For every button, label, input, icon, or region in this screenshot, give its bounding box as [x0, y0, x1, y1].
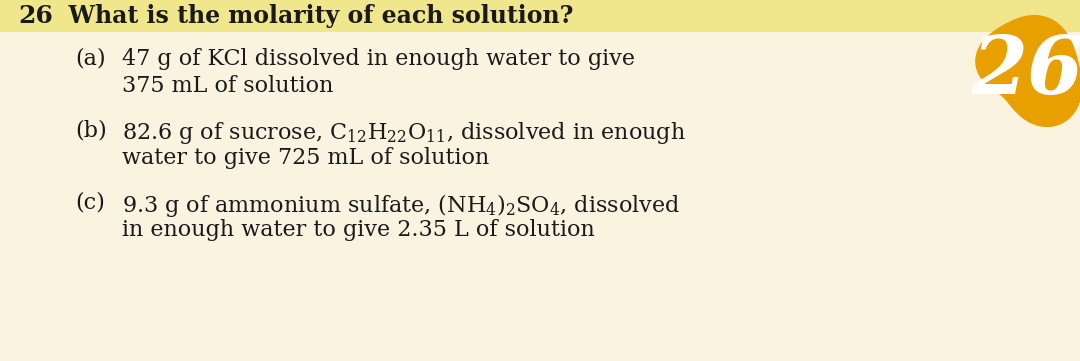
Text: in enough water to give 2.35 L of solution: in enough water to give 2.35 L of soluti…: [122, 219, 595, 241]
Text: 82.6 g of sucrose, $\mathregular{C_{12}H_{22}O_{11}}$, dissolved in enough: 82.6 g of sucrose, $\mathregular{C_{12}H…: [122, 120, 686, 146]
Text: (c): (c): [75, 192, 105, 214]
Polygon shape: [975, 15, 1080, 127]
Text: (b): (b): [75, 120, 107, 142]
Text: 26: 26: [971, 33, 1080, 111]
Text: 9.3 g of ammonium sulfate, $\mathregular{(NH_4)_2SO_4}$, dissolved: 9.3 g of ammonium sulfate, $\mathregular…: [122, 192, 680, 219]
Text: What is the molarity of each solution?: What is the molarity of each solution?: [52, 4, 573, 28]
Text: 47 g of KCl dissolved in enough water to give: 47 g of KCl dissolved in enough water to…: [122, 48, 635, 70]
Text: (a): (a): [75, 48, 106, 70]
FancyBboxPatch shape: [0, 0, 1080, 32]
Text: 26: 26: [18, 4, 53, 28]
Text: 375 mL of solution: 375 mL of solution: [122, 75, 334, 97]
Text: water to give 725 mL of solution: water to give 725 mL of solution: [122, 147, 489, 169]
